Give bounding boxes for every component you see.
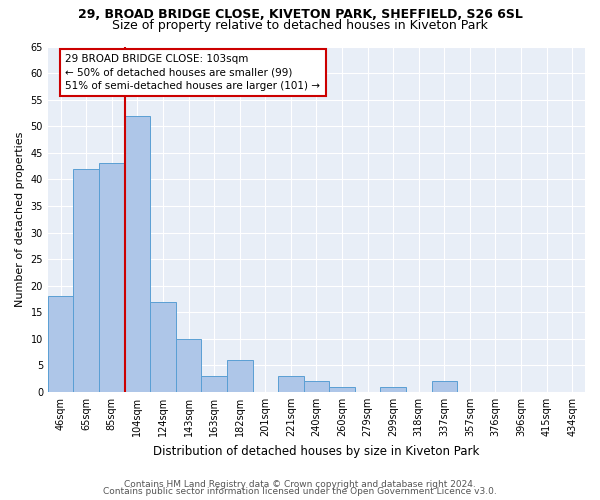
Bar (202, 376, 227, 392)
Y-axis label: Number of detached properties: Number of detached properties (15, 132, 25, 307)
Bar (176, 339, 202, 392)
Bar (150, 302, 176, 392)
Bar (48, 296, 73, 392)
Bar (227, 360, 253, 392)
Bar (73, 168, 99, 392)
X-axis label: Distribution of detached houses by size in Kiveton Park: Distribution of detached houses by size … (153, 444, 479, 458)
Bar (329, 386, 355, 392)
Bar (304, 382, 329, 392)
Bar (278, 376, 304, 392)
Bar (431, 382, 457, 392)
Text: 29, BROAD BRIDGE CLOSE, KIVETON PARK, SHEFFIELD, S26 6SL: 29, BROAD BRIDGE CLOSE, KIVETON PARK, SH… (77, 8, 523, 20)
Text: Contains public sector information licensed under the Open Government Licence v3: Contains public sector information licen… (103, 487, 497, 496)
Text: Contains HM Land Registry data © Crown copyright and database right 2024.: Contains HM Land Registry data © Crown c… (124, 480, 476, 489)
Bar (125, 116, 150, 392)
Text: Size of property relative to detached houses in Kiveton Park: Size of property relative to detached ho… (112, 18, 488, 32)
Bar (99, 164, 125, 392)
Bar (380, 386, 406, 392)
Text: 29 BROAD BRIDGE CLOSE: 103sqm
← 50% of detached houses are smaller (99)
51% of s: 29 BROAD BRIDGE CLOSE: 103sqm ← 50% of d… (65, 54, 320, 91)
